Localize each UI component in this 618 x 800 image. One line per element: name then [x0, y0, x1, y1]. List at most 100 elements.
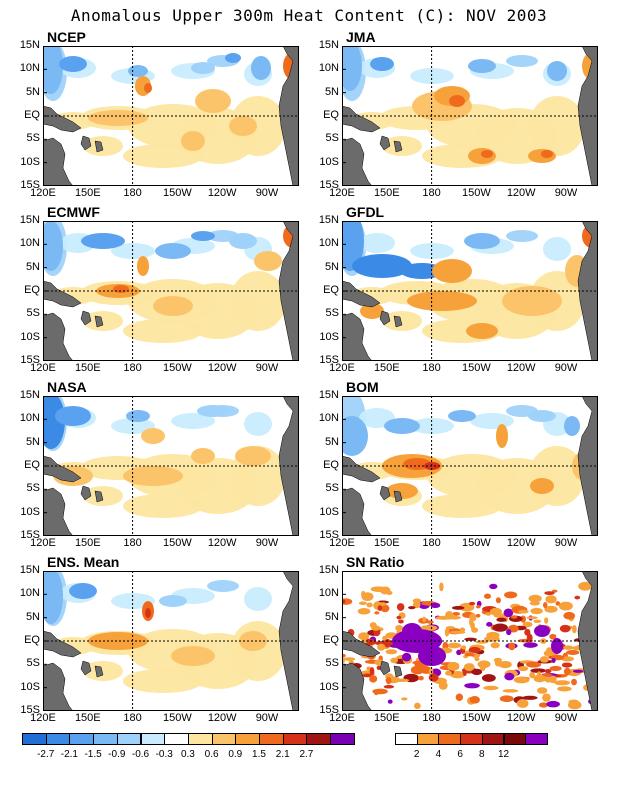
lon-tick-label: 120W: [207, 362, 237, 374]
main-title: Anomalous Upper 300m Heat Content (C): N…: [70, 6, 548, 25]
lon-tick-label: 120W: [207, 537, 237, 549]
colorbar-swatch: [503, 733, 527, 745]
colorbar-swatch: [116, 733, 142, 745]
map-field: [342, 396, 598, 536]
colorbar-swatch: [416, 733, 440, 745]
lon-tick-label: 150E: [74, 712, 101, 724]
lat-tick-label: 15S: [20, 354, 40, 366]
lon-tick-label: 90W: [554, 537, 578, 549]
map-field: [43, 571, 299, 711]
panel-label: JMA: [346, 29, 376, 45]
colorbar-label: 2.7: [299, 749, 314, 760]
lat-tick-label: 15N: [19, 564, 40, 576]
colorbar-label: 0.3: [180, 749, 195, 760]
colorbar-swatch: [259, 733, 284, 745]
panel-label: ECMWF: [47, 204, 100, 220]
panel-nasa: NASA 15N 10N 5N EQ 5S 10S 15S 120E 150E 180 150W 12…: [20, 379, 299, 549]
lon-tick-label: 120E: [329, 187, 355, 199]
lat-tick-label: 5N: [25, 610, 40, 623]
lon-tick-label: 90W: [255, 362, 279, 374]
lon-tick-label: 120W: [506, 362, 536, 374]
colorbar-label: -0.6: [131, 749, 150, 760]
lon-tick-label: 90W: [554, 362, 578, 374]
panel-bom: BOM 15N 10N 5N EQ 5S 10S 15S 120E 150E 180 150W 120…: [319, 379, 598, 549]
lon-tick-label: 120E: [30, 712, 56, 724]
colorbar-swatch: [460, 733, 483, 745]
lon-tick-label: 150E: [373, 187, 400, 199]
sn-ratio-colorbar: 2 4 6 8 12: [395, 733, 548, 773]
lat-tick-label: EQ: [323, 634, 339, 646]
lon-tick-label: 90W: [255, 712, 279, 724]
lat-tick-label: 10S: [20, 155, 40, 168]
anomaly-colorbar: -2.7 -2.1 -1.5 -0.9 -0.6 -0.3 0.3 0.6 0.9 1.5 2.1 2…: [22, 733, 355, 773]
lon-tick-label: 90W: [255, 187, 279, 199]
lon-tick-label: 150W: [462, 362, 491, 374]
lon-tick-label: 180: [123, 537, 142, 549]
colorbar-swatch: [525, 733, 548, 745]
lon-tick-label: 150E: [373, 362, 400, 374]
map-field: [43, 221, 299, 361]
lat-tick-label: 15N: [19, 39, 40, 51]
lon-tick-label: 120E: [30, 187, 56, 199]
panel-ncep: NCEP 15N 10N 5N EQ 5S 10S 15S 120E 150E 180 150W 12…: [20, 29, 299, 199]
lon-tick-label: 180: [123, 712, 142, 724]
lon-tick-label: 120E: [329, 537, 355, 549]
lat-tick-label: 10S: [20, 680, 40, 693]
lat-tick-label: 10N: [19, 237, 40, 250]
lon-tick-label: 90W: [255, 537, 279, 549]
colorbar-swatch: [235, 733, 260, 745]
colorbar-label: -2.1: [60, 749, 78, 760]
colorbar-swatch: [282, 733, 308, 745]
lon-tick-label: 150W: [462, 712, 491, 724]
colorbar-swatch: [330, 733, 355, 745]
colorbar-label: 6: [457, 749, 463, 760]
lat-tick-label: 5S: [325, 132, 339, 145]
colorbar-label: -0.3: [155, 749, 173, 760]
lat-tick-label: EQ: [323, 109, 339, 121]
lat-tick-label: 15S: [319, 179, 339, 191]
colorbar-swatch: [306, 733, 332, 745]
lat-tick-label: EQ: [24, 634, 40, 646]
lon-tick-label: 150E: [373, 712, 400, 724]
lat-tick-label: 10S: [319, 680, 339, 693]
lon-tick-label: 120W: [207, 712, 237, 724]
lon-tick-label: 150E: [74, 187, 101, 199]
panel-jma: JMA 15N 10N 5N EQ 5S 10S 15S 120E 150E 180 150W 120…: [319, 29, 598, 199]
lon-tick-label: 90W: [554, 712, 578, 724]
lat-tick-label: 5S: [26, 657, 40, 670]
colorbar-swatch: [93, 733, 118, 745]
lat-tick-label: 15N: [318, 564, 339, 576]
lat-tick-label: EQ: [24, 459, 40, 471]
lon-tick-label: 120E: [30, 537, 56, 549]
lat-tick-label: 10N: [19, 587, 40, 600]
lat-tick-label: 5S: [325, 307, 339, 320]
colorbar-label: -1.5: [84, 749, 102, 760]
panel-ens-mean: ENS. Mean 15N 10N 5N EQ 5S 10S 15S 120E 150E 180 1…: [20, 554, 299, 724]
colorbar-label: 2.1: [275, 749, 290, 760]
colorbar-label: -2.7: [37, 749, 55, 760]
colorbar-swatch: [164, 733, 189, 745]
lon-tick-label: 150E: [74, 362, 101, 374]
lon-tick-label: 180: [422, 537, 441, 549]
panel-label: NASA: [47, 379, 87, 395]
panel-sn-ratio: SN Ratio 15N 10N 5N EQ 5S 10S 15S 120E 150E 180 15…: [319, 554, 598, 724]
lat-tick-label: 5N: [25, 435, 40, 448]
lat-tick-label: 5S: [26, 132, 40, 145]
colorbar-swatch: [69, 733, 95, 745]
lon-tick-label: 120E: [30, 362, 56, 374]
lat-tick-label: 5N: [324, 260, 339, 273]
map-field: [342, 46, 598, 186]
lat-tick-label: 15S: [319, 354, 339, 366]
colorbar-label: 0.6: [204, 749, 219, 760]
panel-ecmwf: ECMWF 15N 10N 5N EQ 5S 10S 15S 120E 150E 180 150W 1…: [20, 204, 299, 374]
lon-tick-label: 180: [422, 187, 441, 199]
lat-tick-label: 5N: [25, 260, 40, 273]
lon-tick-label: 120W: [506, 187, 536, 199]
lat-tick-label: EQ: [24, 109, 40, 121]
lat-tick-label: 10S: [20, 330, 40, 343]
lon-tick-label: 180: [123, 362, 142, 374]
map-field: [342, 571, 598, 711]
lat-tick-label: 15S: [319, 529, 339, 541]
lat-tick-label: 5N: [324, 610, 339, 623]
lon-tick-label: 120E: [329, 362, 355, 374]
